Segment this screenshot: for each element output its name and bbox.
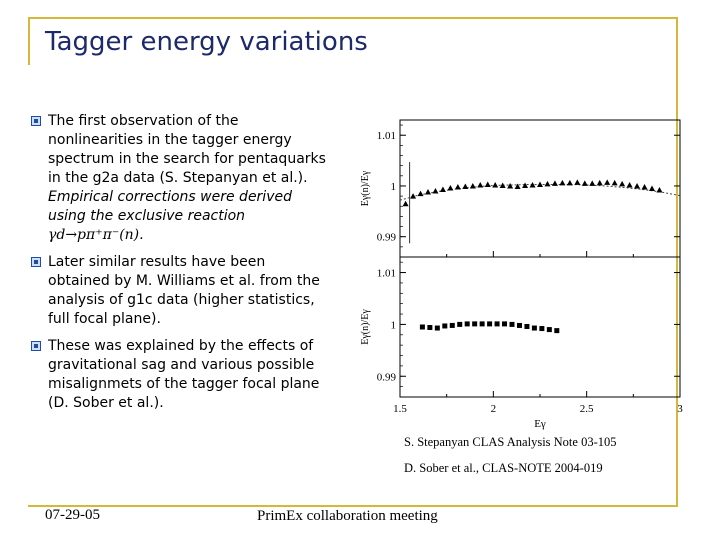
x-tick-label: 2.5 bbox=[580, 403, 594, 415]
footer-date: 07-29-05 bbox=[45, 507, 100, 523]
data-point bbox=[449, 322, 455, 328]
data-point bbox=[502, 321, 508, 327]
y-tick-label: 0.99 bbox=[377, 371, 397, 383]
bullet-text: These was explained by the effects of gr… bbox=[48, 338, 320, 411]
y-tick-label: 1 bbox=[391, 181, 397, 193]
data-point bbox=[619, 180, 626, 187]
data-point bbox=[604, 179, 611, 185]
data-point bbox=[516, 322, 522, 328]
data-point bbox=[551, 180, 558, 186]
slide-title: Tagger energy variations bbox=[45, 27, 368, 57]
energy-ratio-plots: 1.01 1 0.99 Eγ(n)/Eγ 1.01 1 0.99 Eγ(n)/Eγ 1.5 2 2.… bbox=[360, 119, 683, 430]
data-point bbox=[514, 183, 521, 189]
data-point bbox=[596, 179, 603, 186]
data-point bbox=[402, 200, 409, 207]
data-point bbox=[419, 324, 425, 330]
y-tick-label: 0.99 bbox=[377, 232, 397, 244]
y-tick-label: 1 bbox=[391, 319, 397, 331]
data-point bbox=[611, 179, 618, 186]
bullet-checkbox-icon bbox=[31, 116, 41, 126]
data-point bbox=[554, 328, 560, 334]
bullet-item: The first observation of the nonlinearit… bbox=[28, 112, 328, 245]
frame-top-line bbox=[28, 17, 678, 19]
frame-left-line bbox=[28, 17, 30, 65]
data-point bbox=[546, 327, 552, 333]
data-point bbox=[417, 190, 424, 197]
x-axis-label: Eγ bbox=[534, 418, 546, 430]
y-tick-label: 1.01 bbox=[377, 268, 396, 280]
data-point bbox=[472, 321, 478, 327]
data-point bbox=[427, 325, 433, 331]
y-axis-label: Eγ(n)/Eγ bbox=[360, 309, 371, 345]
data-point bbox=[537, 181, 543, 187]
data-point bbox=[477, 181, 484, 188]
y-axis-label: Eγ(n)/Eγ bbox=[360, 170, 371, 206]
data-point bbox=[574, 179, 581, 185]
data-point bbox=[425, 189, 431, 195]
data-point bbox=[531, 325, 537, 331]
bullet-italic-text: Empirical corrections were derived using… bbox=[48, 189, 292, 224]
data-point bbox=[524, 323, 530, 329]
bullet-checkbox-icon bbox=[31, 257, 41, 267]
data-point bbox=[581, 180, 588, 186]
data-point bbox=[494, 321, 500, 327]
data-point bbox=[439, 186, 446, 193]
data-point bbox=[566, 179, 573, 186]
bullet-item: Later similar results have been obtained… bbox=[28, 253, 328, 329]
data-point bbox=[509, 321, 515, 327]
data-point bbox=[469, 182, 476, 189]
data-point bbox=[649, 185, 655, 191]
x-tick-label: 3 bbox=[677, 403, 683, 415]
data-point bbox=[432, 188, 439, 194]
data-point bbox=[447, 184, 454, 191]
data-point bbox=[634, 182, 641, 189]
data-point bbox=[457, 321, 463, 327]
bullet-list: The first observation of the nonlinearit… bbox=[28, 112, 328, 421]
y-tick-label: 1.01 bbox=[377, 130, 396, 142]
data-point bbox=[464, 321, 470, 327]
x-tick-label: 1.5 bbox=[393, 403, 407, 415]
data-point bbox=[479, 321, 485, 327]
data-point bbox=[589, 180, 596, 186]
bullet-text: The first observation of the nonlinearit… bbox=[48, 113, 326, 186]
reference-stepanyan: S. Stepanyan CLAS Analysis Note 03-105 bbox=[404, 435, 617, 449]
reaction-formula: γd→pπ⁺π⁻(n). bbox=[48, 227, 144, 243]
data-point bbox=[656, 187, 663, 193]
data-point bbox=[559, 179, 566, 186]
data-point bbox=[492, 181, 499, 188]
data-point bbox=[522, 182, 529, 188]
data-point bbox=[442, 323, 448, 329]
bullet-item: These was explained by the effects of gr… bbox=[28, 337, 328, 413]
frame-right-line bbox=[676, 17, 678, 507]
frame-bottom-line bbox=[28, 505, 678, 507]
bullet-checkbox-icon bbox=[31, 341, 41, 351]
data-point bbox=[539, 326, 545, 332]
data-point bbox=[544, 180, 551, 187]
reference-sober: D. Sober et al., CLAS-NOTE 2004-019 bbox=[404, 461, 603, 475]
bullet-text: Later similar results have been obtained… bbox=[48, 254, 320, 327]
footer-meeting: PrimEx collaboration meeting bbox=[257, 508, 438, 524]
data-point bbox=[507, 182, 514, 189]
data-point bbox=[641, 183, 648, 190]
data-point bbox=[529, 181, 536, 188]
data-point bbox=[410, 193, 417, 199]
data-point bbox=[487, 321, 493, 327]
data-point bbox=[434, 325, 440, 331]
data-point bbox=[484, 181, 491, 187]
data-point bbox=[499, 182, 506, 188]
data-point bbox=[454, 183, 461, 190]
x-tick-label: 2 bbox=[491, 403, 497, 415]
data-point bbox=[626, 181, 633, 188]
data-point bbox=[462, 183, 469, 189]
